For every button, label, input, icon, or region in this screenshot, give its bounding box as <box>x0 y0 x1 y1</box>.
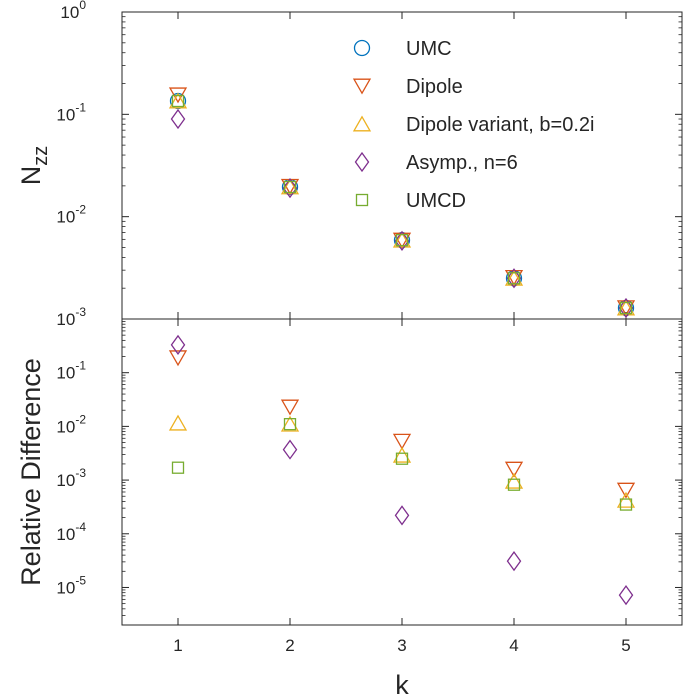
plot-area-frame <box>121 11 683 320</box>
y-tick-label: 10-1 <box>56 359 86 383</box>
data-point-asymp-n-6 <box>282 439 298 460</box>
data-point-dipole <box>280 399 300 416</box>
series-dipole-variant-b-0-2i <box>168 414 636 508</box>
data-point-dipole-variant-b-0-2i <box>280 178 300 195</box>
data-point-asymp-n-6 <box>170 334 186 355</box>
y-tick-label: 10-2 <box>56 412 86 436</box>
data-point-dipole-variant-b-0-2i <box>168 92 188 109</box>
y-tick-base: 10 <box>56 471 75 490</box>
y-axis-label: Relative Difference <box>16 358 46 586</box>
y-axis-label: Nzz <box>16 146 52 186</box>
y-axis-label-text: N <box>16 166 46 186</box>
y-tick-exponent: -2 <box>75 203 86 217</box>
data-point-dipole-variant-b-0-2i <box>616 491 636 508</box>
data-point-dipole-variant-b-0-2i <box>280 415 300 432</box>
data-point-dipole-variant-b-0-2i <box>504 269 524 286</box>
y-tick-base: 10 <box>56 525 75 544</box>
y-tick-exponent: -1 <box>75 359 86 373</box>
x-tick-label: 1 <box>173 636 182 655</box>
data-point-umcd <box>507 272 521 285</box>
series-umcd <box>171 94 633 315</box>
y-axis-label-subscript: zz <box>30 146 52 166</box>
data-point-asymp-n-6 <box>506 550 522 572</box>
data-point-asymp-n-6 <box>394 505 410 526</box>
y-tick-exponent: -3 <box>75 466 86 480</box>
data-point-dipole-variant-b-0-2i <box>168 414 188 431</box>
y-tick-base: 10 <box>56 105 75 124</box>
y-tick-base: 10 <box>56 208 75 227</box>
series-dipole-variant-b-0-2i <box>168 92 636 316</box>
data-point-asymp-n-6 <box>506 268 522 289</box>
x-tick-label: 5 <box>621 636 630 655</box>
data-point-dipole-variant-b-0-2i <box>504 472 524 489</box>
data-point-umcd <box>619 498 633 511</box>
data-point-dipole-variant-b-0-2i <box>616 299 636 316</box>
data-point-asymp-n-6 <box>394 230 410 251</box>
y-tick-base: 10 <box>56 417 75 436</box>
y-tick-label: 10-3 <box>56 305 86 329</box>
x-tick-label: 3 <box>397 636 406 655</box>
series-asymp-n-6 <box>170 108 634 319</box>
data-point-asymp-n-6 <box>282 178 298 199</box>
legend-marker-dipole-variant-b-0-2i <box>352 115 372 132</box>
y-tick-exponent: 0 <box>79 0 86 12</box>
series-umcd <box>171 418 633 511</box>
legend-label-asymp-n-6: Asymp., n=6 <box>406 152 518 174</box>
data-point-umcd <box>283 180 297 194</box>
legend-marker-umc <box>353 39 371 57</box>
data-point-umcd <box>171 94 185 108</box>
data-point-dipole <box>392 433 412 450</box>
legend-marker-dipole <box>352 78 372 95</box>
y-tick-label: 10-5 <box>56 573 86 597</box>
data-point-umcd <box>395 452 409 465</box>
data-point-dipole-variant-b-0-2i <box>392 231 412 248</box>
y-tick-label: 10-4 <box>56 520 86 544</box>
legend: UMC Dipole Dipole variant, b=0.2i Asymp., n… <box>352 38 594 212</box>
y-tick-exponent: -5 <box>75 573 86 587</box>
y-tick-exponent: -3 <box>75 305 86 319</box>
data-point-asymp-n-6 <box>618 297 634 319</box>
y-tick-label: 10-2 <box>56 203 86 227</box>
series-asymp-n-6 <box>170 334 634 606</box>
legend-marker-asymp-n-6 <box>354 151 370 173</box>
y-axis-label-text: Relative Difference <box>16 358 46 586</box>
legend-label-umc: UMC <box>406 38 452 60</box>
y-tick-exponent: -4 <box>75 520 86 534</box>
legend-label-dipole-variant-b-0-2i: Dipole variant, b=0.2i <box>406 114 594 136</box>
x-tick-label: 2 <box>285 636 294 655</box>
y-tick-exponent: -1 <box>75 100 86 114</box>
legend-marker-umcd <box>355 193 369 207</box>
data-point-asymp-n-6 <box>618 585 634 606</box>
data-point-dipole-variant-b-0-2i <box>392 446 412 463</box>
y-tick-label: 100 <box>60 0 86 22</box>
legend-label-dipole: Dipole <box>406 76 463 98</box>
y-tick-exponent: -2 <box>75 412 86 426</box>
data-point-umcd <box>395 233 409 247</box>
data-point-umcd <box>619 301 633 315</box>
y-tick-label: 10-1 <box>56 100 86 124</box>
y-tick-base: 10 <box>60 3 79 22</box>
legend-label-umcd: UMCD <box>406 190 466 212</box>
data-point-umcd <box>283 418 297 431</box>
data-point-dipole <box>616 482 636 499</box>
data-point-umcd <box>507 478 521 491</box>
data-point-asymp-n-6 <box>170 108 186 130</box>
data-point-dipole <box>168 350 188 367</box>
y-tick-label: 10-3 <box>56 466 86 490</box>
data-point-dipole <box>504 461 524 478</box>
y-tick-base: 10 <box>56 310 75 329</box>
y-tick-base: 10 <box>56 364 75 383</box>
data-point-umcd <box>171 461 185 474</box>
x-tick-label: 4 <box>509 636 518 655</box>
x-axis-label: k <box>395 670 409 700</box>
y-tick-base: 10 <box>56 578 75 597</box>
series-dipole <box>168 350 636 499</box>
plot-area-frame <box>121 318 683 626</box>
